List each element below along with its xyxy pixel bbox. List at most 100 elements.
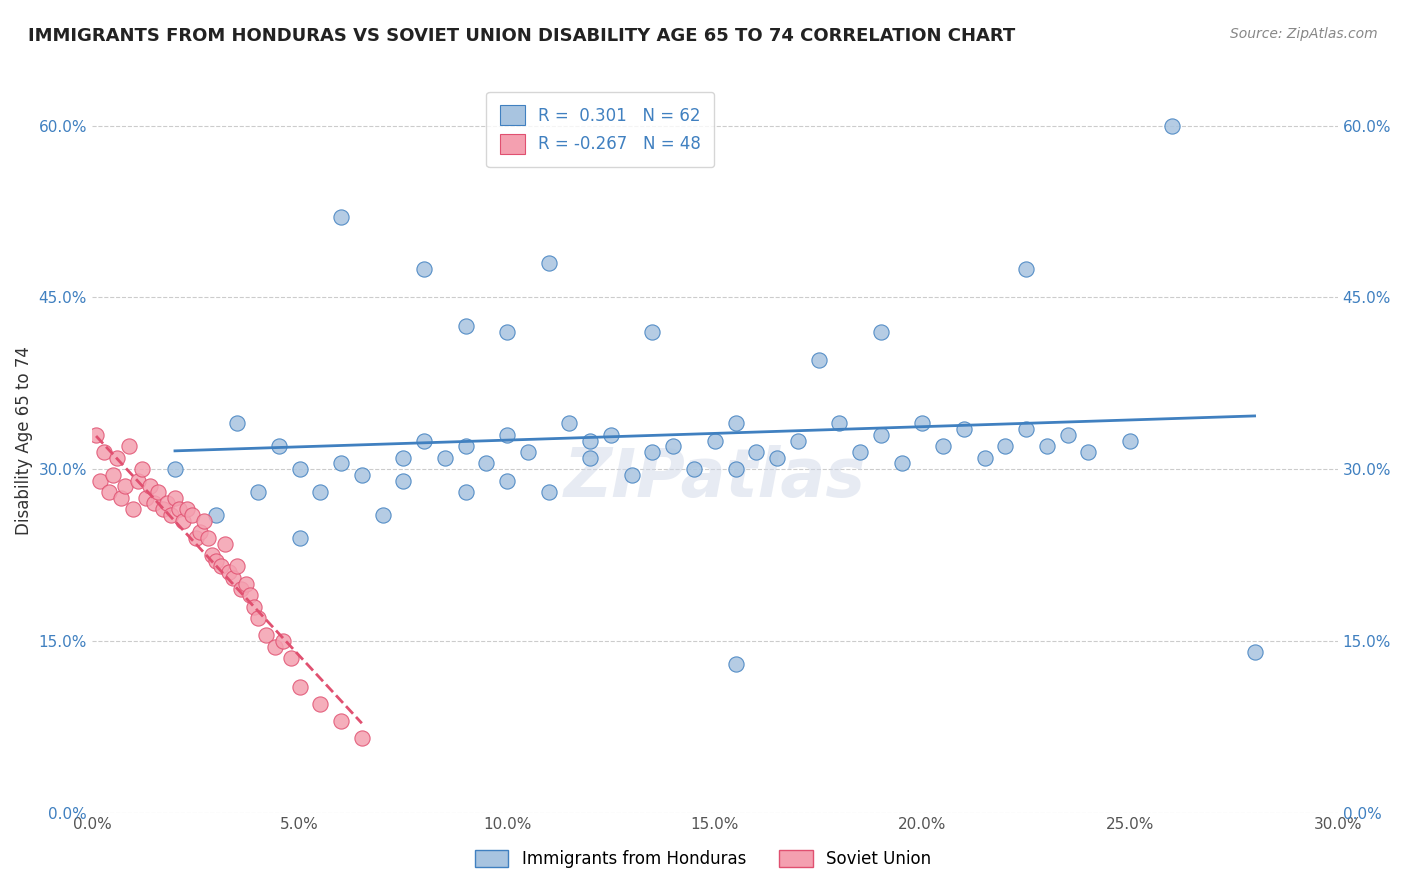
Point	[231, 582, 253, 597]
Point	[156, 496, 179, 510]
Point	[558, 417, 581, 431]
Point	[143, 496, 166, 510]
Point	[309, 485, 332, 500]
Point	[209, 559, 232, 574]
Point	[350, 731, 373, 746]
Point	[496, 474, 519, 488]
Point	[994, 439, 1017, 453]
Point	[288, 531, 311, 545]
Point	[247, 611, 270, 625]
Point	[84, 427, 107, 442]
Point	[288, 462, 311, 476]
Point	[683, 462, 706, 476]
Point	[167, 502, 190, 516]
Point	[188, 525, 211, 540]
Point	[176, 502, 198, 516]
Point	[454, 439, 477, 453]
Point	[413, 261, 436, 276]
Point	[226, 417, 249, 431]
Point	[235, 576, 257, 591]
Point	[973, 450, 995, 465]
Point	[267, 439, 290, 453]
Point	[1015, 422, 1038, 436]
Point	[1119, 434, 1142, 448]
Point	[620, 467, 643, 482]
Point	[579, 450, 602, 465]
Point	[271, 633, 294, 648]
Point	[496, 427, 519, 442]
Point	[475, 457, 498, 471]
Point	[392, 450, 415, 465]
Point	[786, 434, 808, 448]
Point	[97, 485, 120, 500]
Point	[392, 474, 415, 488]
Point	[89, 474, 111, 488]
Point	[516, 445, 538, 459]
Text: Source: ZipAtlas.com: Source: ZipAtlas.com	[1230, 27, 1378, 41]
Point	[911, 417, 934, 431]
Point	[280, 651, 302, 665]
Point	[641, 325, 664, 339]
Point	[139, 479, 162, 493]
Point	[309, 697, 332, 711]
Point	[1077, 445, 1099, 459]
Point	[226, 559, 249, 574]
Point	[152, 502, 174, 516]
Point	[193, 514, 215, 528]
Point	[662, 439, 685, 453]
Point	[807, 353, 830, 368]
Point	[1036, 439, 1059, 453]
Point	[1015, 261, 1038, 276]
Point	[122, 502, 145, 516]
Point	[201, 548, 224, 562]
Point	[454, 485, 477, 500]
Point	[205, 554, 228, 568]
Text: IMMIGRANTS FROM HONDURAS VS SOVIET UNION DISABILITY AGE 65 TO 74 CORRELATION CHA: IMMIGRANTS FROM HONDURAS VS SOVIET UNION…	[28, 27, 1015, 45]
Point	[93, 445, 115, 459]
Point	[114, 479, 136, 493]
Point	[1056, 427, 1078, 442]
Point	[724, 657, 747, 671]
Point	[148, 485, 170, 500]
Point	[641, 445, 664, 459]
Point	[218, 565, 240, 579]
Point	[724, 462, 747, 476]
Point	[953, 422, 976, 436]
Point	[214, 536, 236, 550]
Text: ZIPatlas: ZIPatlas	[564, 445, 866, 511]
Point	[579, 434, 602, 448]
Point	[131, 462, 153, 476]
Point	[703, 434, 725, 448]
Point	[197, 531, 219, 545]
Point	[118, 439, 141, 453]
Point	[105, 450, 128, 465]
Point	[849, 445, 872, 459]
Point	[263, 640, 285, 654]
Point	[537, 256, 560, 270]
Point	[454, 319, 477, 334]
Point	[101, 467, 124, 482]
Point	[828, 417, 851, 431]
Point	[1243, 645, 1265, 659]
Point	[1160, 119, 1182, 133]
Point	[350, 467, 373, 482]
Point	[135, 491, 157, 505]
Point	[222, 571, 245, 585]
Point	[371, 508, 394, 522]
Point	[127, 474, 149, 488]
Point	[870, 325, 893, 339]
Point	[205, 508, 228, 522]
Point	[890, 457, 912, 471]
Point	[254, 628, 277, 642]
Point	[159, 508, 181, 522]
Y-axis label: Disability Age 65 to 74: Disability Age 65 to 74	[15, 346, 32, 535]
Legend: Immigrants from Honduras, Soviet Union: Immigrants from Honduras, Soviet Union	[468, 843, 938, 875]
Point	[870, 427, 893, 442]
Point	[172, 514, 194, 528]
Point	[288, 680, 311, 694]
Point	[330, 211, 353, 225]
Point	[180, 508, 202, 522]
Point	[330, 457, 353, 471]
Point	[496, 325, 519, 339]
Point	[110, 491, 132, 505]
